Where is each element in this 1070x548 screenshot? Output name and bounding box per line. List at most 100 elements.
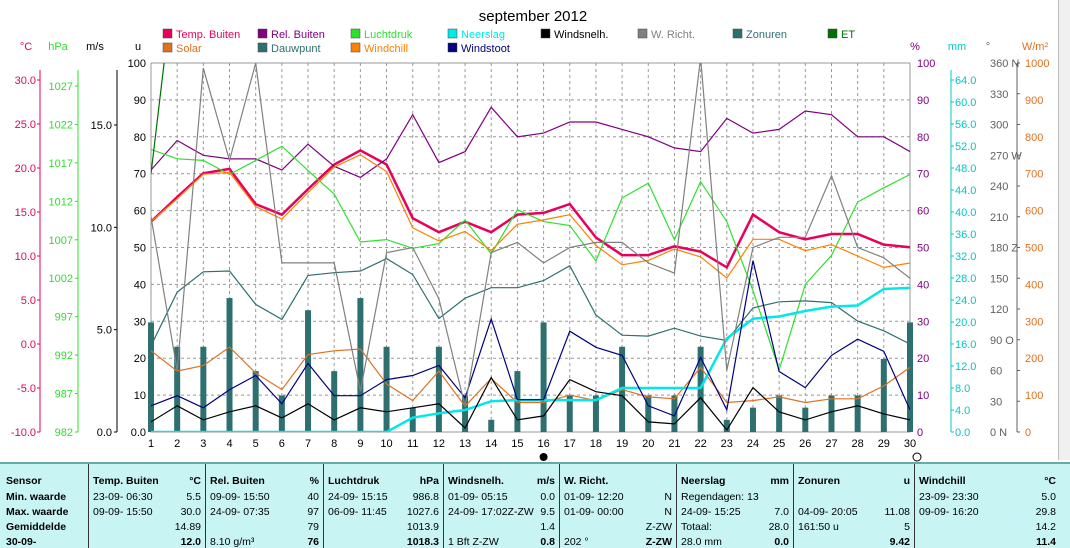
- series-line-temp-buiten: [151, 148, 910, 270]
- axis-mm-tick: 12.0: [955, 361, 976, 373]
- vertical-scrollbar[interactable]: [1058, 0, 1070, 460]
- axis-temp-tick: 5.0: [21, 295, 36, 307]
- stats-row: 01-09- 00:00 N: [564, 506, 672, 521]
- series-line-windstoot: [151, 260, 910, 417]
- zonuren-bar: [566, 395, 573, 432]
- stats-col-unit: °C: [189, 475, 201, 487]
- legend-label-1: Solar: [176, 43, 202, 55]
- axis-mm-tick: 36.0: [955, 229, 976, 241]
- x-tick-label: 27: [825, 438, 837, 450]
- stats-label-min: Min. waarde: [6, 491, 67, 503]
- axis-u-tick: 80: [134, 132, 146, 144]
- x-tick-label: 19: [616, 438, 628, 450]
- axis-pct-tick: 100: [917, 58, 935, 70]
- stats-cell-value: 986.8: [412, 491, 439, 503]
- x-tick-label: 10: [380, 438, 392, 450]
- axis-wm2-tick: 400: [1025, 279, 1043, 291]
- stats-cell-value: Z-ZW: [645, 521, 672, 533]
- legend-swatch-9: [637, 28, 648, 39]
- axis-hpa-tick: 1022: [49, 119, 73, 131]
- zonuren-bar: [828, 395, 835, 432]
- stats-row: 01-09- 12:20 N: [564, 491, 672, 506]
- stats-cell-value: 1027.6: [406, 506, 439, 518]
- stats-col-temp-buiten: Temp. Buiten °C 23-09- 06:30 5.5 09-09- 15:5…: [88, 464, 205, 548]
- axis-pct-tick: 40: [917, 279, 929, 291]
- stats-label-current: 30-09-: [6, 536, 37, 548]
- stats-row: 01-09- 05:15 0.0: [448, 491, 555, 506]
- x-tick-label: 6: [279, 438, 285, 450]
- axis-deg-tick: 90 O: [990, 335, 1014, 347]
- zonuren-bar: [252, 371, 259, 432]
- axis-wm2-tick: 600: [1025, 206, 1043, 218]
- stats-row: 06-09- 11:45 1027.6: [328, 506, 439, 521]
- stats-cell-label: 24-09- 17:02Z-ZW: [448, 506, 534, 518]
- zonuren-bar: [723, 419, 730, 432]
- zonuren-bars: [148, 298, 913, 432]
- axis-mm-tick: 32.0: [955, 251, 976, 263]
- series-line-luchtdruk: [151, 145, 910, 372]
- axis-hpa-tick: 992: [55, 350, 73, 362]
- stats-row: Z-ZW: [564, 521, 672, 536]
- x-tick-label: 5: [253, 438, 259, 450]
- axis-mm-tick: 28.0: [955, 273, 976, 285]
- x-tick-label: 3: [200, 438, 206, 450]
- legend-swatch-3: [257, 42, 268, 53]
- stats-cell-label: 04-09- 20:05: [798, 506, 858, 518]
- legend-label-6: Neerslag: [461, 29, 505, 41]
- legend-swatch-11: [827, 28, 838, 39]
- axis-deg-tick: 240: [990, 181, 1008, 193]
- stats-panel: Sensor Min. waarde Max. waarde Gemiddeld…: [0, 462, 1070, 548]
- axis-ms-tick: 0.0: [97, 427, 112, 439]
- zonuren-bar: [305, 310, 312, 432]
- series-line-solar: [151, 346, 910, 408]
- x-tick-label: 28: [852, 438, 864, 450]
- axis-temp-tick: 30.0: [15, 75, 36, 87]
- stats-row: 1018.3: [328, 536, 439, 548]
- stats-cell-value: 97: [307, 506, 319, 518]
- axis-temp-tick: 20.0: [15, 163, 36, 175]
- axis-mm-tick: 56.0: [955, 119, 976, 131]
- zonuren-bar: [200, 346, 207, 432]
- stats-col-luchtdruk: Luchtdruk hPa 24-09- 15:15 986.8 06-09- 11:4…: [323, 464, 443, 548]
- axis-u-tick: 0.0: [131, 427, 146, 439]
- axis-mm-unit: mm: [948, 41, 966, 53]
- axis-pct-tick: 20: [917, 353, 929, 365]
- axis-hpa-tick: 1012: [49, 196, 73, 208]
- stats-cell-value: N: [664, 491, 672, 503]
- stats-col-windsnelh-: Windsnelh. m/s 01-09- 05:15 0.0 24-09- 17:02…: [443, 464, 559, 548]
- stats-cell-label: Totaal:: [681, 521, 712, 533]
- axis-mm-tick: 20.0: [955, 317, 976, 329]
- stats-row: [798, 491, 910, 506]
- axis-mm-tick: 4.0: [955, 405, 970, 417]
- axis-mm-tick: 16.0: [955, 339, 976, 351]
- stats-col-unit: °C: [1044, 475, 1056, 487]
- axis-mm-tick: 24.0: [955, 295, 976, 307]
- stats-cell-value: 9.42: [889, 536, 910, 548]
- stats-cell-label: Regendagen: 13: [681, 491, 759, 503]
- x-tick-label: 21: [668, 438, 680, 450]
- axis-pct-tick: 0: [917, 427, 923, 439]
- stats-col-unit: mm: [770, 475, 789, 487]
- x-tick-label: 17: [564, 438, 576, 450]
- stats-row: 09-09- 15:50 40: [210, 491, 319, 506]
- stats-row: 09-09- 16:20 29.8: [919, 506, 1056, 521]
- axis-hpa-tick: 1027: [49, 81, 73, 93]
- stats-col-w-richt-: W. Richt. 01-09- 12:20 N 01-09- 00:00 N Z-ZW 2…: [559, 464, 676, 548]
- x-tick-label: 24: [747, 438, 759, 450]
- axis-ms-tick: 15.0: [91, 120, 112, 132]
- stats-cell-value: 0.0: [540, 491, 555, 503]
- axis-u-unit: u: [135, 41, 141, 53]
- stats-cell-label: 23-09- 06:30: [93, 491, 153, 503]
- stats-row: 1.4: [448, 521, 555, 536]
- axis-ms-unit: m/s: [86, 41, 104, 53]
- stats-col-neerslag: Neerslag mm Regendagen: 13 24-09- 15:25 7.0 T…: [676, 464, 793, 548]
- axis-mm-tick: 60.0: [955, 97, 976, 109]
- stats-cell-value: 14.89: [174, 521, 201, 533]
- stats-row: 161:50 u 5: [798, 521, 910, 536]
- legend-label-8: Windsnelh.: [554, 29, 608, 41]
- stats-row: 23-09- 06:30 5.5: [93, 491, 201, 506]
- stats-row: 24-09- 07:35 97: [210, 506, 319, 521]
- zonuren-bar: [854, 395, 861, 432]
- x-tick-label: 4: [226, 438, 232, 450]
- zonuren-bar: [880, 358, 887, 432]
